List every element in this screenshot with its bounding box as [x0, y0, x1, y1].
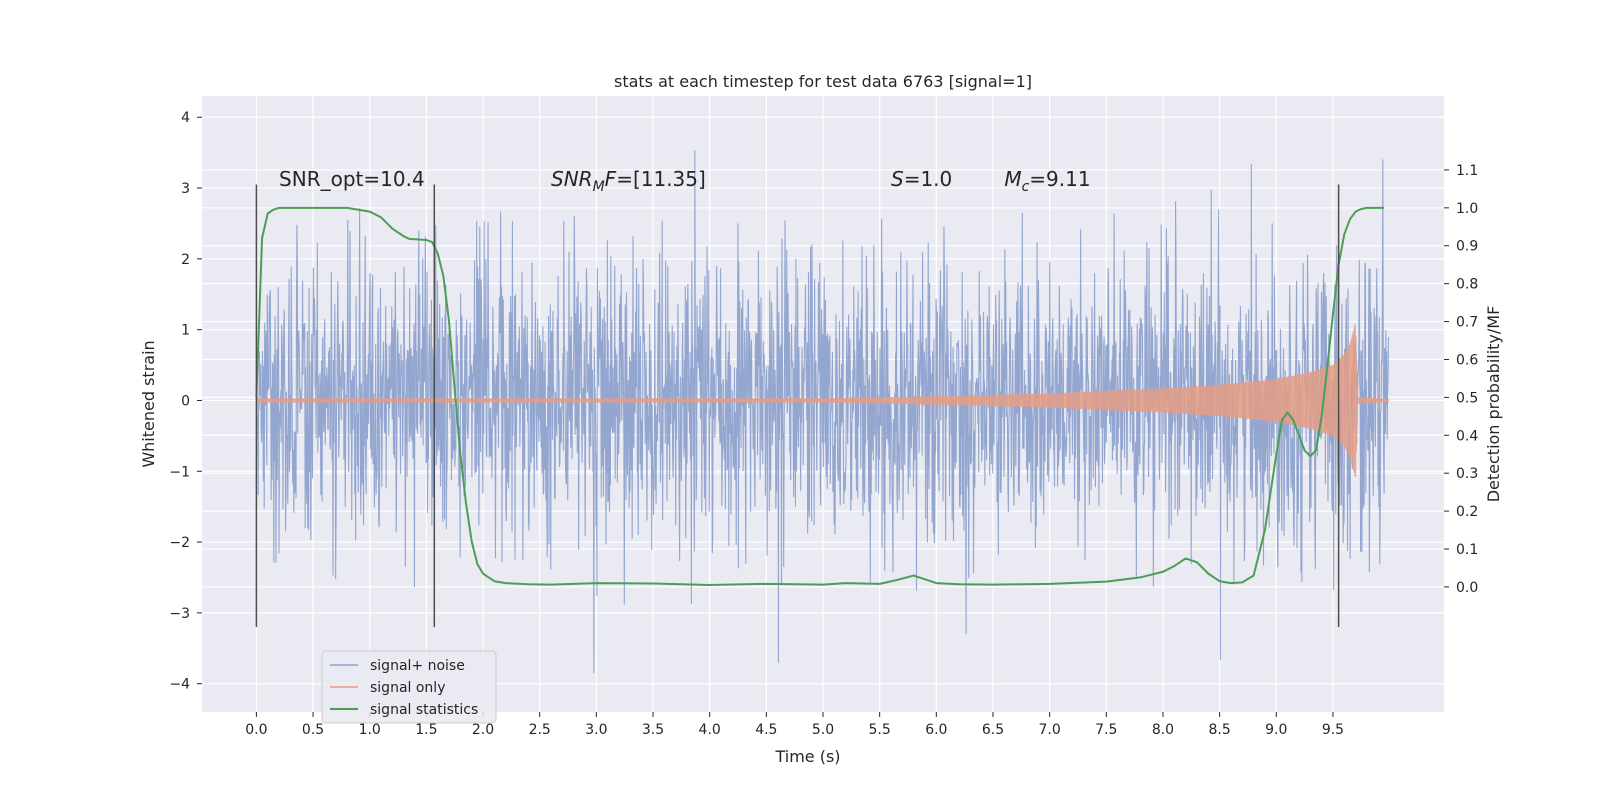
x-tick-label: 6.0: [925, 722, 947, 738]
y2-tick-label: 0.3: [1456, 466, 1478, 482]
y2-tick-label: 0.0: [1456, 580, 1478, 596]
annotations: SNR_opt=10.4 SNRMF=[11.35] S=1.0 Mc=9.11: [279, 167, 1091, 195]
y2-tick-label: 0.1: [1456, 542, 1478, 558]
y-axis-label: Whitened strain: [139, 340, 158, 467]
y2-tick-label: 0.2: [1456, 504, 1478, 520]
y2-tick-label: 1.1: [1456, 163, 1478, 179]
legend-box: [321, 650, 497, 724]
x-tick-label: 7.5: [1095, 722, 1117, 738]
x-tick-label: 4.5: [755, 722, 777, 738]
x-axis-label: Time (s): [774, 747, 840, 766]
y-tick-label: 1: [181, 323, 190, 339]
x-tick-label: 9.5: [1322, 722, 1344, 738]
y2-tick-label: 0.9: [1456, 239, 1478, 255]
legend-entry: signal statistics: [370, 702, 478, 718]
snr-mf-annotation: SNRMF=[11.35]: [551, 167, 706, 195]
y2-axis-label: Detection probability/MF: [1484, 306, 1503, 503]
x-tick-label: 9.0: [1265, 722, 1287, 738]
y2-tick-label: 0.8: [1456, 277, 1478, 293]
vlines-layer: [255, 184, 1340, 628]
y-tick-label: 3: [181, 181, 190, 197]
y2-tick-label: 0.7: [1456, 315, 1478, 331]
x-tick-label: 7.0: [1039, 722, 1061, 738]
x-tick-label: 0.0: [245, 722, 267, 738]
y-tick-label: 4: [181, 110, 190, 126]
y-tick-label: −4: [169, 677, 190, 693]
x-tick-label: 5.5: [869, 722, 891, 738]
x-tick-label: 1.0: [359, 722, 381, 738]
y-tick-label: 0: [181, 393, 190, 409]
y2-tick-label: 0.6: [1456, 352, 1478, 368]
x-tick-label: 3.0: [585, 722, 607, 738]
series-signal-only: [255, 323, 1390, 478]
y2-tick-label: 0.5: [1456, 390, 1478, 406]
snr-opt-annotation: SNR_opt=10.4: [279, 167, 425, 191]
y2-tick-label: 1.0: [1456, 201, 1478, 217]
y2-tick-label: 0.4: [1456, 428, 1478, 444]
x-tick-label: 6.5: [982, 722, 1004, 738]
x-tick-label: 8.5: [1208, 722, 1230, 738]
series-layer: [255, 150, 1390, 674]
x-tick-label: 8.0: [1152, 722, 1174, 738]
s-annotation: S=1.0: [891, 167, 952, 191]
series-signal-statistics: [255, 206, 1384, 587]
y-tick-label: −2: [169, 535, 190, 551]
series-signal-noise: [255, 150, 1390, 674]
x-tick-label: 1.5: [415, 722, 437, 738]
ticks-layer: 0.0 0.5 1.0 1.5 2.0 2.5 3.0 3.5 4.0 4.5 5.0 5.5 6.0 6…: [169, 110, 1478, 738]
x-tick-label: 2.5: [529, 722, 551, 738]
y-tick-label: −1: [169, 464, 190, 480]
mc-annotation: Mc=9.11: [1004, 167, 1090, 195]
chart-title: stats at each timestep for test data 676…: [614, 72, 1032, 91]
x-tick-label: 2.0: [472, 722, 494, 738]
x-tick-label: 5.0: [812, 722, 834, 738]
legend-entry: signal only: [370, 680, 445, 696]
legend-entry: signal+ noise: [370, 658, 465, 674]
x-tick-label: 0.5: [302, 722, 324, 738]
y-tick-label: 2: [181, 252, 190, 268]
legend: signal+ noise signal only signal statistic…: [321, 650, 497, 724]
x-tick-label: 4.0: [699, 722, 721, 738]
x-tick-label: 3.5: [642, 722, 664, 738]
y-tick-label: −3: [169, 606, 190, 622]
